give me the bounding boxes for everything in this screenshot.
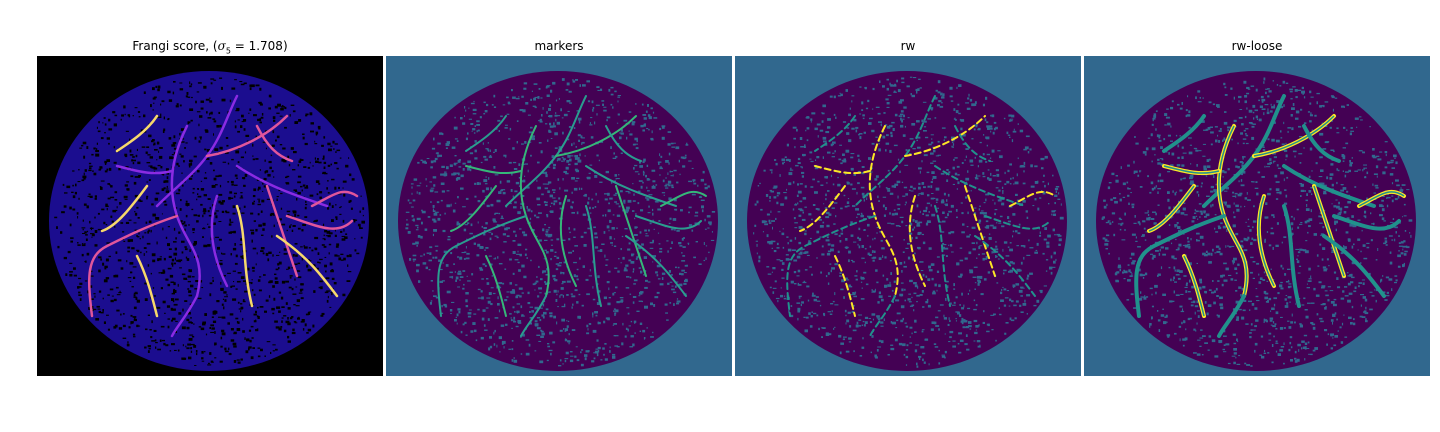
rw-loose-segmentation-map <box>1084 56 1430 376</box>
vessels <box>1134 94 1406 338</box>
title-rest: = 1.708) <box>230 39 288 53</box>
retina-disc <box>398 71 718 371</box>
vessels <box>88 94 359 338</box>
frangi-image <box>37 56 383 376</box>
rw-image <box>735 56 1081 376</box>
panel-title-frangi: Frangi score, (σ5 = 1.708) <box>37 38 383 56</box>
title-text: Frangi score, ( <box>132 39 218 53</box>
panel-rw: rw <box>735 38 1081 376</box>
texture <box>753 76 1064 368</box>
title-subscript: 5 <box>225 46 231 56</box>
panel-title-rw-loose: rw-loose <box>1231 39 1283 53</box>
rw-segmentation-map <box>735 56 1081 376</box>
vessels <box>786 95 1056 337</box>
panel-frangi: Frangi score, (σ5 = 1.708) <box>37 38 383 376</box>
vessels <box>437 95 707 337</box>
panel-markers: markers <box>386 38 732 376</box>
frangi-score-map <box>37 56 383 376</box>
rw-loose-image <box>1084 56 1430 376</box>
panel-rw-loose: rw-loose <box>1084 38 1430 376</box>
texture <box>405 78 716 367</box>
title-sigma: σ <box>217 39 226 53</box>
markers-map <box>386 56 732 376</box>
texture <box>54 77 365 366</box>
panel-title-markers: markers <box>534 39 584 53</box>
panel-title-rw: rw <box>900 39 916 53</box>
markers-image <box>386 56 732 376</box>
retina-disc <box>49 71 369 371</box>
